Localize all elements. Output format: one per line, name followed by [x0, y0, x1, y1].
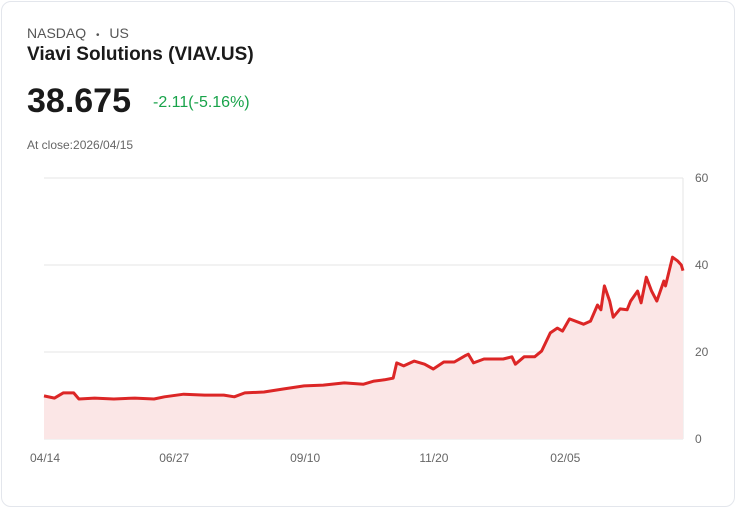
exchange-line: NASDAQ • US [27, 25, 129, 41]
exchange: NASDAQ [27, 25, 87, 41]
y-tick-label: 20 [695, 345, 709, 359]
x-tick-label: 02/05 [550, 451, 580, 465]
close-label: At close:2026/04/15 [27, 138, 134, 152]
x-tick-label: 06/27 [159, 451, 189, 465]
x-tick-label: 04/14 [30, 451, 60, 465]
price-area [44, 257, 683, 439]
separator: • [96, 30, 100, 41]
stock-title: Viavi Solutions (VIAV.US) [27, 44, 254, 65]
price-change: -2.11(-5.16%) [153, 94, 250, 111]
y-tick-label: 40 [695, 258, 709, 272]
price-line [43, 255, 685, 401]
region: US [109, 25, 129, 41]
y-tick-label: 60 [695, 171, 709, 185]
price: 38.675 [27, 82, 131, 120]
y-tick-label: 0 [695, 432, 702, 446]
x-tick-label: 11/20 [419, 451, 448, 465]
x-tick-label: 09/10 [290, 451, 320, 465]
